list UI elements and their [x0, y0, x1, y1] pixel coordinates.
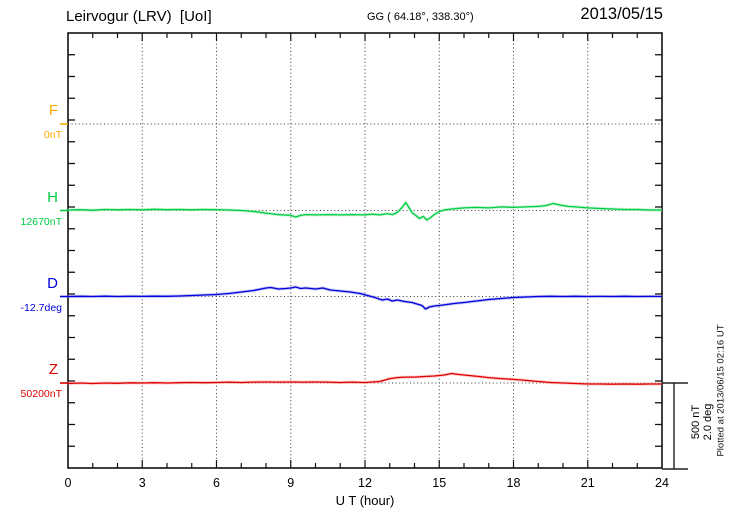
channel-value-Z: 50200nT	[20, 388, 62, 400]
scale-bar-nt-label: 500 nT	[690, 404, 702, 440]
x-tick-label-15: 15	[432, 476, 447, 490]
x-tick-label-21: 21	[580, 476, 595, 490]
channel-letter-Z: Z	[48, 361, 58, 378]
station-title: Leirvogur (LRV) [UoI]	[66, 8, 212, 25]
channel-value-D: -12.7deg	[20, 301, 62, 314]
channel-letter-D: D	[47, 274, 58, 292]
D-trace-halo	[67, 285, 663, 311]
x-tick-label-12: 12	[358, 476, 372, 490]
plotted-at-text: Plotted at 2013/06/15 02:16 UT	[715, 324, 727, 457]
x-tick-label-24: 24	[655, 476, 669, 490]
channel-letter-F: F	[48, 102, 58, 119]
x-axis-label: U T (hour)	[335, 493, 395, 508]
channel-value-H: 12670nT	[20, 215, 62, 228]
x-tick-label-6: 6	[213, 476, 220, 490]
x-tick-label-3: 3	[138, 476, 146, 490]
H-trace	[67, 201, 662, 221]
channel-letter-H: H	[47, 188, 58, 206]
geographic-coords: GG ( 64.18°, 338.30°)	[367, 11, 474, 23]
scale-bar-deg-label: 2.0 deg	[702, 403, 714, 441]
x-tick-label-0: 0	[64, 476, 72, 490]
plot-date: 2013/05/15	[580, 5, 663, 23]
D-trace	[67, 286, 663, 310]
Z-trace	[67, 372, 662, 385]
x-tick-label-18: 18	[506, 476, 521, 490]
x-tick-label-9: 9	[287, 476, 295, 490]
channel-value-F: 0nT	[43, 129, 62, 141]
